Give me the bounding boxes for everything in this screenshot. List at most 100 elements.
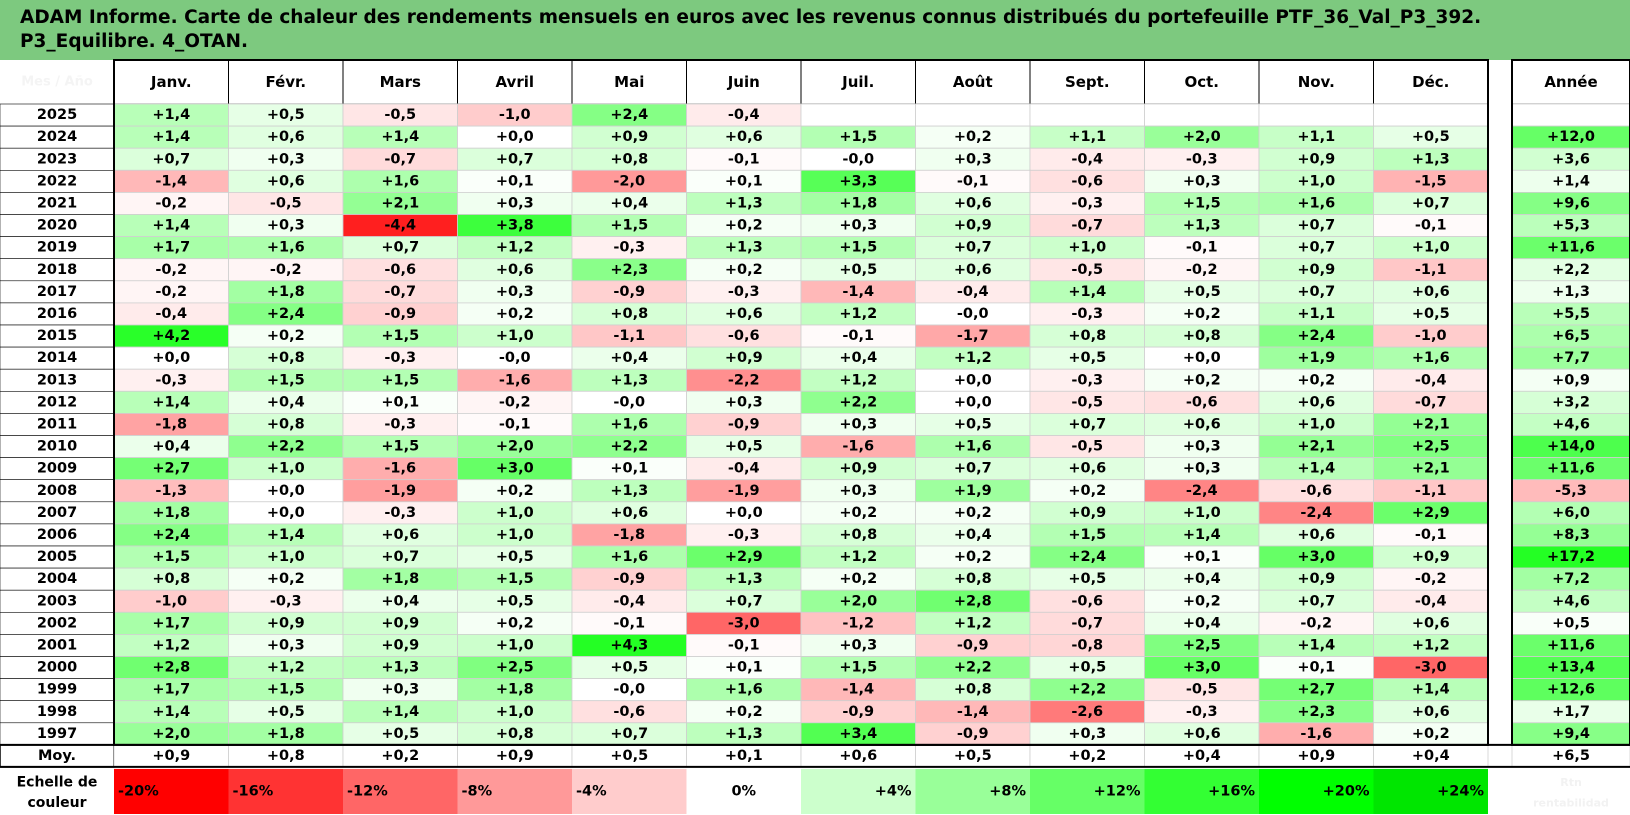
heatmap-value: -0,3 — [1071, 195, 1103, 211]
heatmap-value: +0,3 — [954, 151, 992, 167]
annual-value: -5,3 — [1555, 483, 1587, 499]
heatmap-value: +1,3 — [725, 195, 763, 211]
heatmap-value: +0,8 — [839, 527, 877, 543]
heatmap-value: +1,3 — [725, 571, 763, 587]
scale-swatch — [801, 768, 916, 814]
year-label-2018: 2018 — [37, 262, 77, 278]
heatmap-value: +0,1 — [725, 173, 763, 189]
heatmap-value: +0,6 — [954, 195, 992, 211]
heatmap-value: +2,4 — [1068, 549, 1106, 565]
heatmap-value: -0,4 — [728, 461, 760, 477]
heatmap-value: +1,6 — [381, 173, 419, 189]
heatmap-value: -3,0 — [728, 615, 760, 631]
average-value: +0,6 — [839, 748, 877, 764]
average-value: +0,5 — [954, 748, 992, 764]
heatmap-value: +1,5 — [839, 660, 877, 676]
heatmap-value: -0,1 — [842, 328, 874, 344]
heatmap-value: +0,5 — [1412, 306, 1450, 322]
heatmap-value: +3,0 — [1297, 549, 1335, 565]
heatmap-value: +1,9 — [954, 483, 992, 499]
heatmap-value: -1,4 — [957, 704, 989, 720]
annual-value: +6,0 — [1552, 505, 1590, 521]
heatmap-value: +0,7 — [381, 549, 419, 565]
heatmap-value: +1,0 — [1297, 416, 1335, 432]
heatmap-value: +1,5 — [267, 682, 305, 698]
heatmap-value: -0,9 — [613, 284, 645, 300]
scale-swatch — [228, 768, 343, 814]
year-label-2008: 2008 — [37, 483, 77, 499]
heatmap-value: -2,0 — [613, 173, 645, 189]
heatmap-value: +1,0 — [496, 704, 534, 720]
heatmap-value: -0,2 — [1415, 571, 1447, 587]
scale-swatch — [572, 768, 687, 814]
heatmap-value: +0,8 — [610, 306, 648, 322]
heatmap-value: +2,2 — [954, 660, 992, 676]
heatmap-value: +0,9 — [1297, 151, 1335, 167]
average-value: +0,4 — [1183, 748, 1221, 764]
heatmap-value: +0,3 — [1068, 726, 1106, 742]
heatmap-value: -0,3 — [384, 350, 416, 366]
heatmap-value: +0,2 — [267, 328, 305, 344]
heatmap-value: +0,8 — [267, 350, 305, 366]
heatmap-value: +1,2 — [152, 637, 190, 653]
heatmap-value: -1,6 — [384, 461, 416, 477]
heatmap-value: -1,7 — [957, 328, 989, 344]
heatmap-value: +2,1 — [1412, 461, 1450, 477]
heatmap-value: +1,8 — [267, 726, 305, 742]
heatmap-value: +0,9 — [725, 350, 763, 366]
heatmap-value: -0,6 — [384, 262, 416, 278]
annual-value: +9,6 — [1552, 195, 1590, 211]
heatmap-value: +0,7 — [954, 240, 992, 256]
heatmap-value: -0,2 — [499, 394, 531, 410]
heatmap-value: +0,9 — [1297, 571, 1335, 587]
year-label-2014: 2014 — [37, 350, 77, 366]
heatmap-value: +0,3 — [1183, 461, 1221, 477]
heatmap-value: +0,4 — [839, 350, 877, 366]
heatmap-value: +0,7 — [1297, 284, 1335, 300]
heatmap-value: -0,5 — [384, 107, 416, 123]
year-label-2004: 2004 — [37, 571, 77, 587]
heatmap-value: +0,9 — [381, 615, 419, 631]
heatmap-value: -0,0 — [613, 394, 645, 410]
heatmap-value: +1,3 — [725, 726, 763, 742]
heatmap-value: -0,3 — [1186, 151, 1218, 167]
heatmap-value: +0,9 — [1068, 505, 1106, 521]
heatmap-value: +0,8 — [954, 682, 992, 698]
heatmap-value: -1,4 — [842, 682, 874, 698]
annual-value: +3,6 — [1552, 151, 1590, 167]
heatmap-value: +0,7 — [1412, 195, 1450, 211]
heatmap-value: -0,3 — [1186, 704, 1218, 720]
heatmap-value: +0,7 — [725, 593, 763, 609]
heatmap-value: -1,2 — [842, 615, 874, 631]
heatmap-value: +0,6 — [725, 129, 763, 145]
heatmap-value: +0,2 — [1183, 593, 1221, 609]
heatmap-value: -0,0 — [957, 306, 989, 322]
month-header-12: Déc. — [1412, 73, 1449, 91]
year-label-2006: 2006 — [37, 527, 77, 543]
heatmap-value: -0,7 — [1071, 218, 1103, 234]
year-label-2021: 2021 — [37, 195, 77, 211]
heatmap-value: +1,4 — [381, 129, 419, 145]
month-header-5: Mai — [614, 73, 644, 91]
heatmap-value: -0,2 — [155, 262, 187, 278]
heatmap-value: -0,2 — [155, 195, 187, 211]
heatmap-value: +2,1 — [381, 195, 419, 211]
heatmap-value: +1,6 — [1297, 195, 1335, 211]
heatmap-value: -0,3 — [384, 416, 416, 432]
year-label-2003: 2003 — [37, 593, 77, 609]
year-label-2019: 2019 — [37, 240, 77, 256]
heatmap-value: -0,5 — [270, 195, 302, 211]
heatmap-value: +0,3 — [839, 637, 877, 653]
heatmap-value: +1,4 — [152, 394, 190, 410]
scale-stop-label: -20% — [118, 783, 159, 799]
heatmap-value: -0,6 — [1186, 394, 1218, 410]
heatmap-value: +0,2 — [725, 262, 763, 278]
heatmap-value: +0,7 — [496, 151, 534, 167]
scale-swatch — [1373, 768, 1488, 814]
heatmap-value: +1,2 — [839, 372, 877, 388]
heatmap-value: +1,4 — [1068, 284, 1106, 300]
heatmap-value: +1,8 — [267, 284, 305, 300]
heatmap-value: +1,0 — [496, 328, 534, 344]
heatmap-value: -0,2 — [155, 284, 187, 300]
heatmap-value: +0,2 — [725, 218, 763, 234]
